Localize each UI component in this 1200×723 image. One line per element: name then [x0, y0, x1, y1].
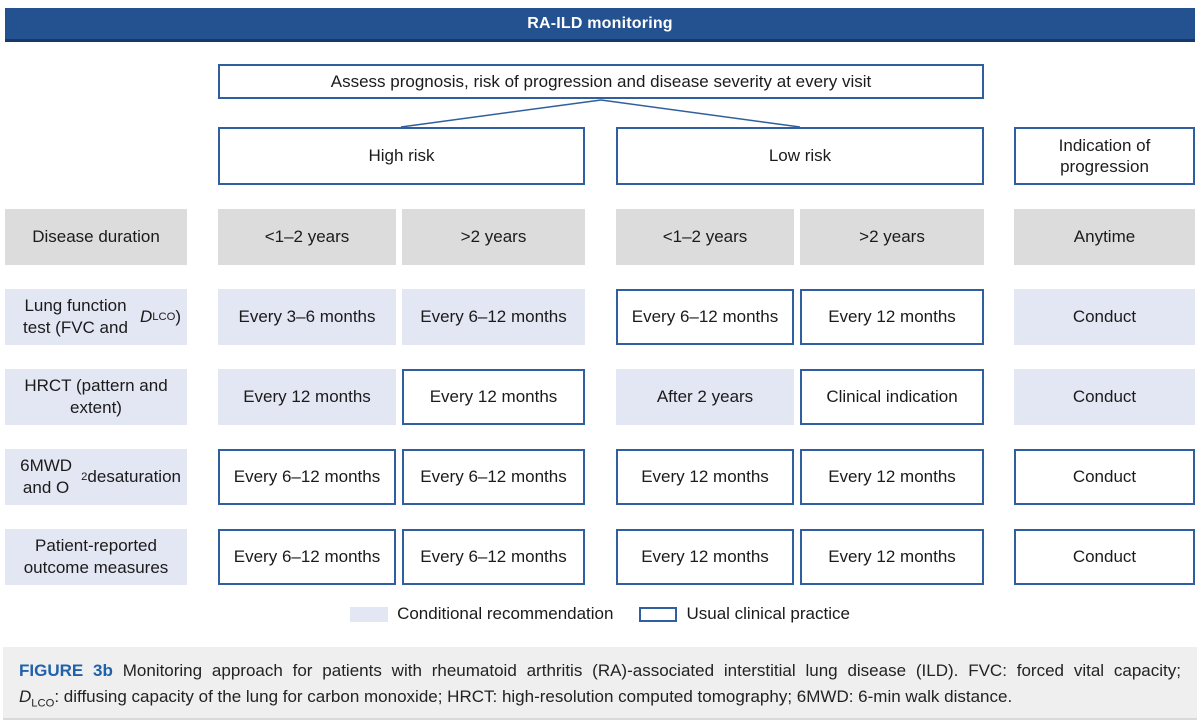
legend: Conditional recommendation Usual clinica… [0, 601, 1200, 627]
caption-line-2: DLCO: diffusing capacity of the lung for… [19, 684, 1181, 710]
matrix-cell-r3-c2: Every 12 months [616, 449, 794, 505]
matrix-cell-r4-c2: Every 12 months [616, 529, 794, 585]
matrix-cell-r1-c2: Every 6–12 months [616, 289, 794, 345]
legend-item-conditional-recommendation: Conditional recommendation [350, 604, 613, 624]
matrix-cell-r2-c4: Conduct [1014, 369, 1195, 425]
matrix-cell-r0-c2: <1–2 years [616, 209, 794, 265]
legend-label-conditional: Conditional recommendation [397, 604, 614, 623]
matrix-cell-r2-c1: Every 12 months [402, 369, 585, 425]
matrix-cell-r4-c4: Conduct [1014, 529, 1195, 585]
row-label-lung-function-test: Lung function test (FVC and D LCO) [5, 289, 187, 345]
figure-title-bar: RA-ILD monitoring [5, 8, 1195, 42]
usual-clinical-practice-swatch [639, 606, 678, 622]
matrix-cell-r4-c0: Every 6–12 months [218, 529, 396, 585]
row-label-patient-reported-outcomes: Patient-reported outcome measures [5, 529, 187, 585]
conditional-recommendation-swatch [350, 606, 389, 622]
high-risk-label: High risk [368, 146, 435, 166]
matrix-cell-r0-c0: <1–2 years [218, 209, 396, 265]
branch-connector-lines [400, 99, 801, 128]
caption-line-1: FIGURE 3b Monitoring approach for patien… [19, 658, 1181, 684]
row-label-disease-duration: Disease duration [5, 209, 187, 265]
low-risk-label: Low risk [768, 146, 832, 166]
matrix-cell-r4-c3: Every 12 months [800, 529, 984, 585]
assess-label: Assess prognosis, risk of progression an… [330, 71, 872, 91]
caption-text-line-1: Monitoring approach for patients with rh… [112, 661, 1181, 680]
matrix-cell-r0-c4: Anytime [1014, 209, 1195, 265]
assess-box: Assess prognosis, risk of progression an… [218, 64, 984, 99]
matrix-cell-r2-c0: Every 12 months [218, 369, 396, 425]
matrix-cell-r3-c1: Every 6–12 months [402, 449, 585, 505]
figure-title: RA-ILD monitoring [527, 14, 673, 32]
matrix-cell-r1-c1: Every 6–12 months [402, 289, 585, 345]
matrix-cell-r4-c1: Every 6–12 months [402, 529, 585, 585]
matrix-cell-r2-c3: Clinical indication [800, 369, 984, 425]
row-label-hrct: HRCT (pattern and extent) [5, 369, 187, 425]
matrix-cell-r3-c3: Every 12 months [800, 449, 984, 505]
figure-label: FIGURE 3b [19, 661, 113, 680]
indication-of-progression-label: Indication of progression [1058, 135, 1151, 176]
matrix-cell-r3-c4: Conduct [1014, 449, 1195, 505]
matrix-cell-r1-c4: Conduct [1014, 289, 1195, 345]
low-risk-box: Low risk [616, 127, 984, 185]
matrix-cell-r0-c3: >2 years [800, 209, 984, 265]
matrix-cell-r3-c0: Every 6–12 months [218, 449, 396, 505]
matrix-cell-r0-c1: >2 years [402, 209, 585, 265]
caption-text-line-2: DLCO: diffusing capacity of the lung for… [19, 687, 1013, 710]
matrix-cell-r1-c0: Every 3–6 months [218, 289, 396, 345]
figure-caption: FIGURE 3b Monitoring approach for patien… [3, 647, 1197, 720]
legend-label-usual: Usual clinical practice [686, 604, 850, 623]
indication-of-progression-box: Indication of progression [1014, 127, 1195, 185]
high-risk-box: High risk [218, 127, 585, 185]
legend-item-usual-clinical-practice: Usual clinical practice [639, 604, 850, 624]
matrix-cell-r1-c3: Every 12 months [800, 289, 984, 345]
matrix-cell-r2-c2: After 2 years [616, 369, 794, 425]
